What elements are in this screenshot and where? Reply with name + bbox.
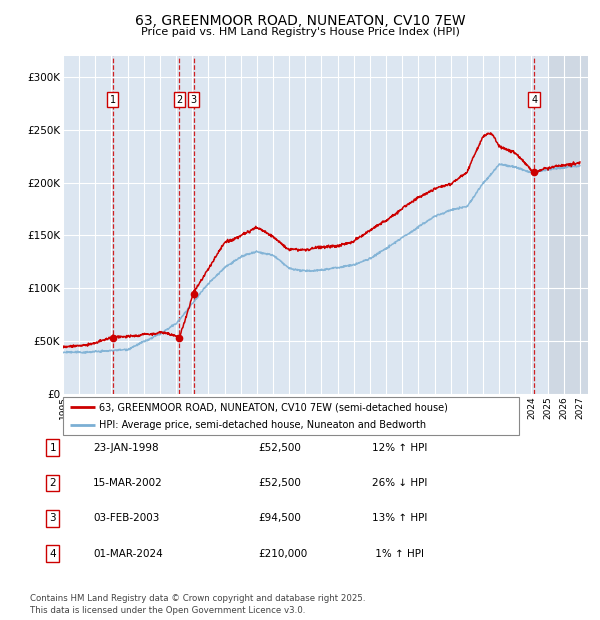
Text: 03-FEB-2003: 03-FEB-2003: [93, 513, 160, 523]
Text: 23-JAN-1998: 23-JAN-1998: [93, 443, 158, 453]
Text: HPI: Average price, semi-detached house, Nuneaton and Bedworth: HPI: Average price, semi-detached house,…: [100, 420, 427, 430]
Text: £94,500: £94,500: [258, 513, 301, 523]
Text: Contains HM Land Registry data © Crown copyright and database right 2025.
This d: Contains HM Land Registry data © Crown c…: [30, 594, 365, 615]
Text: 2: 2: [176, 95, 182, 105]
Text: £52,500: £52,500: [258, 443, 301, 453]
Bar: [548, 56, 600, 394]
Text: 1: 1: [110, 95, 116, 105]
Text: 12% ↑ HPI: 12% ↑ HPI: [372, 443, 427, 453]
Text: 4: 4: [531, 95, 537, 105]
Text: £52,500: £52,500: [258, 478, 301, 488]
Text: 1: 1: [49, 443, 56, 453]
Text: 3: 3: [191, 95, 197, 105]
Text: 2: 2: [49, 478, 56, 488]
Text: 1% ↑ HPI: 1% ↑ HPI: [372, 549, 424, 559]
Text: £210,000: £210,000: [258, 549, 307, 559]
Text: 63, GREENMOOR ROAD, NUNEATON, CV10 7EW (semi-detached house): 63, GREENMOOR ROAD, NUNEATON, CV10 7EW (…: [100, 402, 448, 412]
Text: 3: 3: [49, 513, 56, 523]
Text: 01-MAR-2024: 01-MAR-2024: [93, 549, 163, 559]
Text: 13% ↑ HPI: 13% ↑ HPI: [372, 513, 427, 523]
Text: Price paid vs. HM Land Registry's House Price Index (HPI): Price paid vs. HM Land Registry's House …: [140, 27, 460, 37]
Text: 26% ↓ HPI: 26% ↓ HPI: [372, 478, 427, 488]
FancyBboxPatch shape: [63, 397, 519, 435]
Text: 4: 4: [49, 549, 56, 559]
Text: 15-MAR-2002: 15-MAR-2002: [93, 478, 163, 488]
Text: 63, GREENMOOR ROAD, NUNEATON, CV10 7EW: 63, GREENMOOR ROAD, NUNEATON, CV10 7EW: [134, 14, 466, 28]
